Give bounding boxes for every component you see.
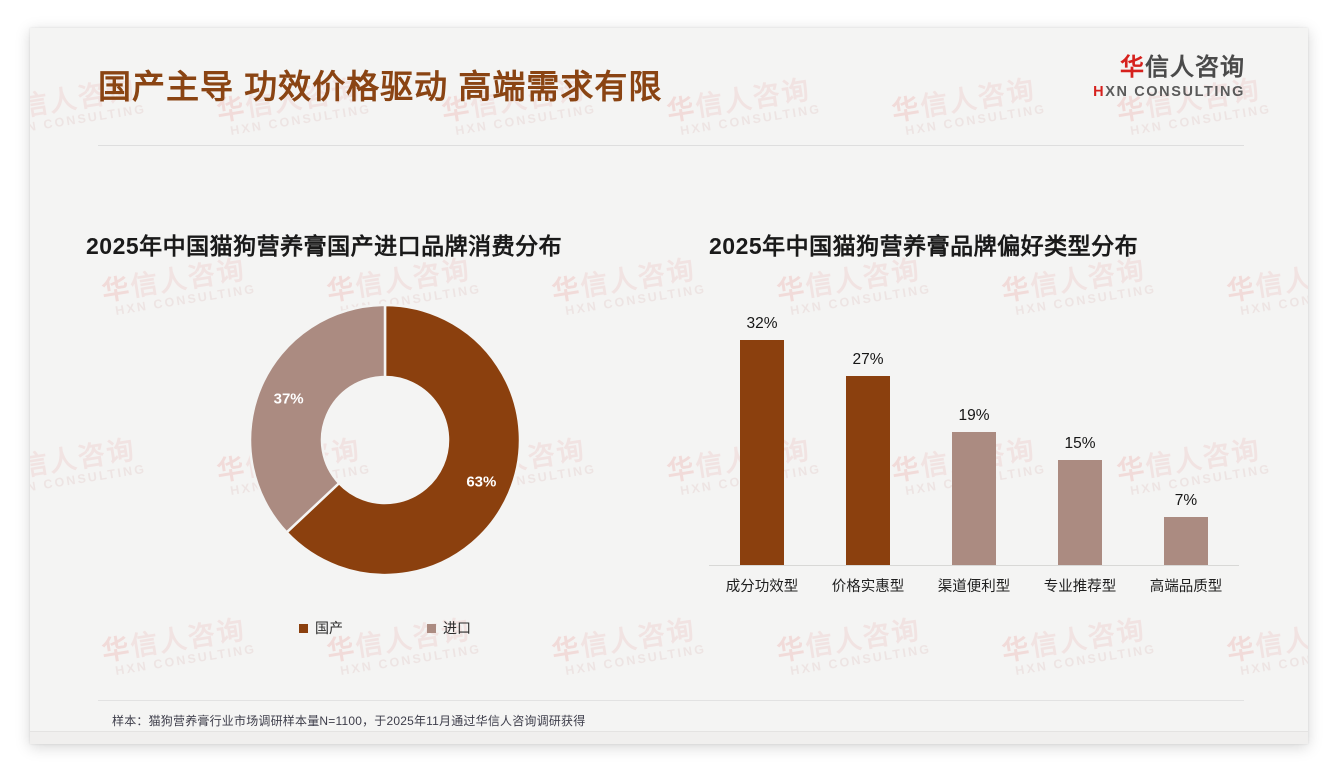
bar-column[interactable]: 15% [1027, 290, 1133, 566]
donut-chart-legend: 国产 进口 [220, 618, 550, 638]
bar-column[interactable]: 27% [815, 290, 921, 566]
logo-chinese-text: 华信人咨询 [1093, 54, 1245, 81]
logo-hua-char: 华 [1120, 54, 1145, 81]
company-logo: 华信人咨询 HXN CONSULTING [1093, 54, 1245, 100]
bar-column[interactable]: 7% [1133, 290, 1239, 566]
bar-value-label: 27% [852, 350, 884, 368]
bar-category-label: 专业推荐型 [1043, 579, 1117, 595]
bar-chart-plot-area: 32% 27% 19% 15% 7% [709, 290, 1239, 566]
legend-item[interactable]: 进口 [427, 618, 471, 638]
logo-english-text: HXN CONSULTING [1093, 84, 1245, 100]
donut-chart: 63% 37% [220, 275, 550, 605]
page-title: 国产主导 功效价格驱动 高端需求有限 [98, 68, 663, 105]
legend-swatch-icon [427, 623, 436, 633]
bar-value-label: 32% [746, 315, 778, 333]
donut-chart-svg: 63% 37% [248, 303, 522, 577]
footnote-divider [98, 700, 1244, 701]
bar-chart-x-axis [709, 565, 1239, 566]
slide-footer: ©2026.1 HXR华信人咨询 www.hxrcon.com [30, 731, 1308, 744]
legend-item-label: 国产 [315, 620, 343, 636]
logo-en-rest: XN CONSULTING [1105, 84, 1245, 101]
donut-slice-value-label: 63% [466, 474, 496, 491]
slide-header: 国产主导 功效价格驱动 高端需求有限 华信人咨询 HXN CONSULTING [30, 28, 1308, 118]
legend-item-label: 进口 [443, 620, 471, 636]
logo-cn-rest: 信人咨询 [1145, 54, 1245, 81]
bar-value-label: 15% [1064, 435, 1096, 453]
donut-slice[interactable] [284, 303, 522, 577]
bar-rect[interactable] [1058, 460, 1102, 566]
footer-copyright: ©2026.1 HXR华信人咨询 [96, 743, 241, 744]
legend-item[interactable]: 国产 [299, 618, 343, 638]
bar-value-label: 7% [1174, 491, 1198, 509]
bar-column[interactable]: 19% [921, 290, 1027, 566]
bar-rect[interactable] [1164, 516, 1208, 566]
donut-slice-value-label: 37% [274, 390, 304, 407]
header-divider [98, 145, 1244, 146]
bar-chart: 32% 27% 19% 15% 7% 成分功效型 价格实惠型 渠道便利型 专业推荐型 高端品质型 [709, 290, 1239, 606]
bar-category-label: 价格实惠型 [831, 579, 905, 595]
footnote-text: 样本：猫狗营养膏行业市场调研样本量N=1100，于2025年11月通过华信人咨询… [112, 714, 586, 728]
bar-value-label: 19% [958, 407, 990, 424]
logo-en-first: H [1093, 84, 1106, 101]
bar-chart-title: 2025年中国猫狗营养膏品牌偏好类型分布 [709, 233, 1139, 259]
bar-rect[interactable] [740, 340, 784, 566]
donut-chart-title: 2025年中国猫狗营养膏国产进口品牌消费分布 [86, 233, 563, 259]
legend-swatch-icon [299, 623, 308, 633]
bar-column[interactable]: 32% [709, 290, 815, 566]
bar-rect[interactable] [846, 375, 890, 566]
donut-slice[interactable] [248, 303, 387, 535]
bar-category-label: 渠道便利型 [937, 579, 1011, 595]
bar-category-label: 成分功效型 [725, 579, 799, 595]
footer-website-url[interactable]: www.hxrcon.com [1143, 743, 1242, 744]
bar-rect[interactable] [952, 432, 996, 566]
bar-category-label: 高端品质型 [1149, 579, 1223, 595]
bar-chart-category-labels: 成分功效型 价格实惠型 渠道便利型 专业推荐型 高端品质型 [709, 575, 1239, 596]
